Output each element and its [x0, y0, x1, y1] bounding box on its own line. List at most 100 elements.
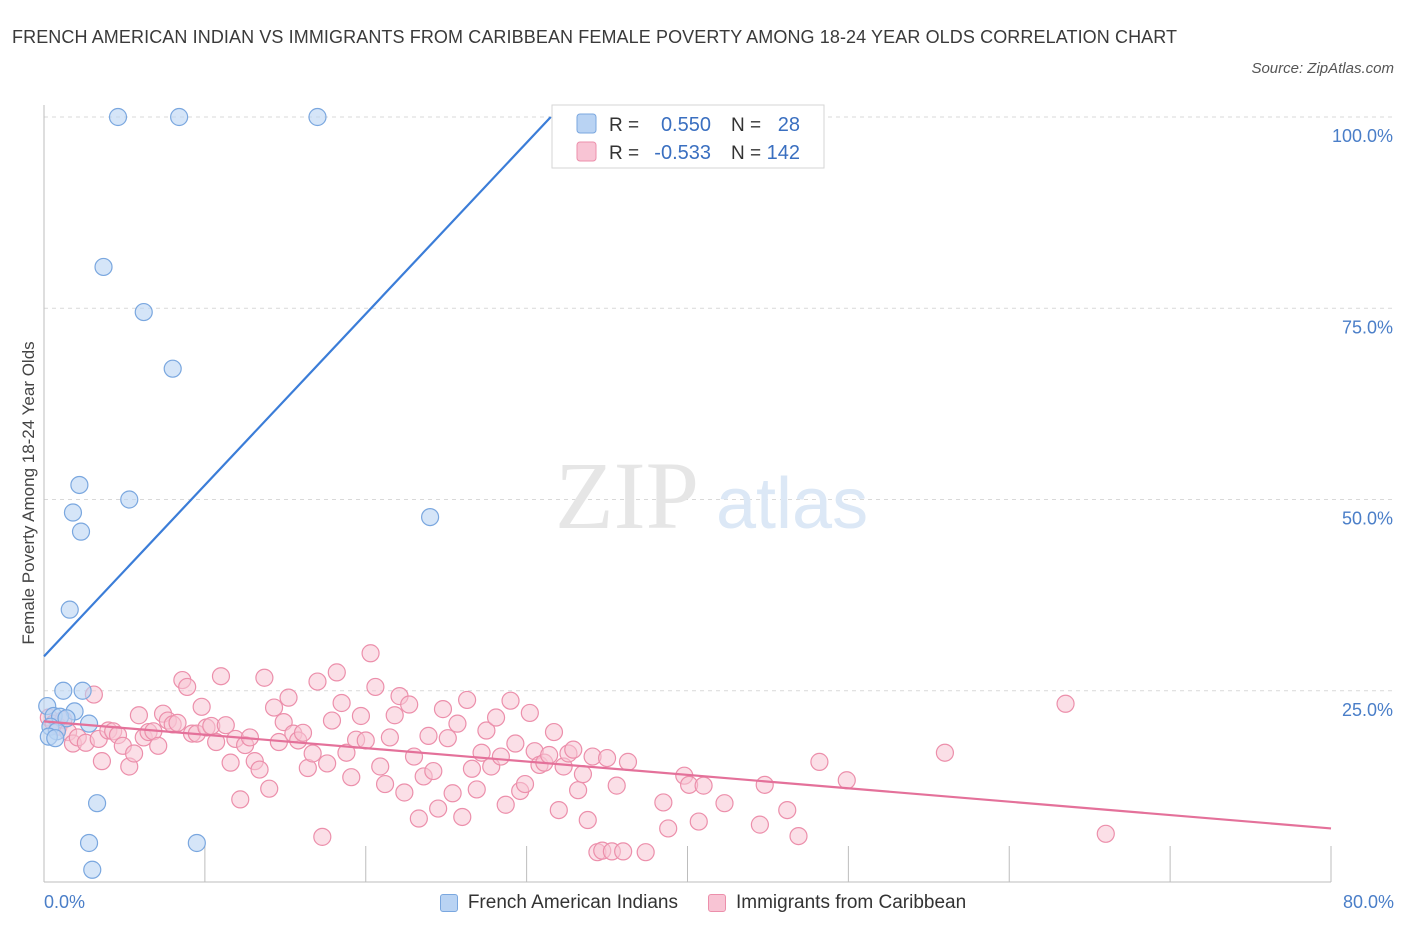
point-french-american-7	[120, 490, 139, 509]
trend-line-french-american-indians	[43, 116, 552, 658]
point-caribbean-27	[178, 677, 197, 697]
point-caribbean-42	[250, 760, 269, 779]
point-caribbean-128	[755, 775, 774, 794]
point-caribbean-25	[168, 713, 187, 732]
point-caribbean-61	[342, 768, 361, 787]
point-caribbean-80	[433, 700, 453, 719]
legend-label-french-american-indians: French American Indians	[467, 892, 678, 913]
legend-r-value-1: 0.550	[661, 114, 711, 136]
point-caribbean-54	[308, 672, 327, 691]
y-axis-label: Female Poverty Among 18-24 Year Olds	[19, 341, 38, 644]
watermark-atlas: atlas	[716, 464, 868, 544]
legend-n-value-1: 28	[778, 114, 800, 136]
x-ticks	[204, 846, 1332, 882]
point-caribbean-69	[380, 728, 399, 747]
point-caribbean-125	[694, 776, 713, 795]
x-tick-label-max: 80.0%	[1343, 892, 1394, 912]
point-caribbean-108	[569, 781, 588, 800]
point-caribbean-129	[778, 800, 797, 820]
point-caribbean-45	[264, 698, 284, 717]
chart-title: FRENCH AMERICAN INDIAN VS IMMIGRANTS FRO…	[12, 27, 1178, 47]
point-caribbean-64	[356, 731, 375, 750]
point-french-american-11	[421, 507, 440, 527]
point-caribbean-10	[92, 752, 112, 771]
point-caribbean-36	[221, 753, 240, 772]
point-caribbean-109	[573, 765, 593, 784]
point-french-american-9	[71, 522, 91, 541]
x-tick-label-min: 0.0%	[44, 892, 85, 912]
point-caribbean-89	[477, 721, 496, 740]
point-caribbean-93	[496, 795, 515, 814]
point-caribbean-34	[211, 667, 231, 686]
point-caribbean-30	[192, 697, 211, 716]
point-caribbean-126	[715, 794, 734, 813]
point-caribbean-86	[462, 759, 482, 778]
point-caribbean-67	[371, 757, 390, 776]
point-caribbean-16	[124, 744, 144, 763]
point-french-american-23	[46, 729, 65, 748]
point-caribbean-104	[549, 800, 568, 820]
point-french-american-10	[60, 600, 79, 619]
point-caribbean-53	[303, 744, 322, 763]
legend-box	[551, 104, 825, 169]
point-caribbean-82	[443, 784, 462, 803]
legend-item-french-american-indians: French American Indians	[439, 892, 678, 914]
point-caribbean-73	[400, 695, 419, 714]
point-caribbean-17	[129, 706, 149, 725]
point-caribbean-79	[429, 799, 448, 818]
point-french-american-2	[308, 107, 327, 127]
point-caribbean-121	[659, 819, 678, 838]
point-french-american-3	[94, 257, 113, 277]
point-caribbean-87	[467, 780, 486, 799]
point-french-american-6	[70, 475, 89, 495]
point-caribbean-58	[327, 663, 346, 682]
y-tick-labels: 25.0% 50.0% 75.0% 100.0%	[1332, 126, 1393, 720]
point-caribbean-117	[614, 842, 633, 861]
watermark-zip: ZIP	[555, 442, 699, 549]
point-caribbean-103	[544, 722, 564, 742]
point-caribbean-98	[520, 703, 539, 723]
trend-lines	[43, 116, 1332, 830]
point-caribbean-68	[375, 774, 395, 794]
point-caribbean-118	[618, 752, 638, 771]
point-caribbean-124	[689, 812, 708, 831]
chart-source: Source: ZipAtlas.com	[1251, 60, 1394, 77]
point-caribbean-107	[564, 740, 583, 759]
point-caribbean-72	[395, 783, 414, 802]
bottom-legend: French American Indians Immigrants from …	[0, 888, 1406, 918]
point-caribbean-48	[279, 688, 298, 707]
point-french-american-26	[187, 833, 206, 853]
y-tick-label-25: 25.0%	[1342, 700, 1393, 720]
legend-n-label-1: N =	[731, 115, 761, 136]
point-caribbean-91	[486, 708, 506, 727]
point-caribbean-21	[149, 736, 168, 755]
point-caribbean-134	[1056, 694, 1075, 713]
point-caribbean-132	[837, 771, 856, 790]
point-caribbean-78	[424, 761, 443, 781]
point-caribbean-81	[438, 729, 457, 748]
gridlines	[44, 116, 1392, 692]
point-caribbean-116	[607, 776, 626, 795]
point-french-american-5	[163, 359, 182, 378]
point-caribbean-135	[1096, 824, 1115, 843]
point-caribbean-55	[313, 827, 332, 846]
point-caribbean-51	[293, 723, 313, 742]
point-caribbean-83	[448, 714, 467, 733]
point-caribbean-57	[322, 711, 342, 730]
point-caribbean-97	[515, 774, 535, 794]
point-caribbean-65	[361, 644, 380, 663]
series-immigrants-caribbean	[39, 644, 1115, 862]
point-caribbean-59	[332, 693, 351, 713]
point-french-american-4	[134, 302, 153, 322]
point-caribbean-114	[597, 748, 617, 768]
point-french-american-12	[54, 681, 73, 700]
point-caribbean-130	[789, 826, 808, 846]
point-caribbean-38	[231, 790, 250, 809]
y-tick-label-50: 50.0%	[1342, 509, 1393, 529]
point-french-american-27	[83, 860, 102, 879]
point-french-american-8	[63, 503, 83, 522]
point-caribbean-33	[207, 732, 226, 752]
point-caribbean-77	[419, 726, 438, 745]
point-caribbean-60	[337, 743, 356, 762]
